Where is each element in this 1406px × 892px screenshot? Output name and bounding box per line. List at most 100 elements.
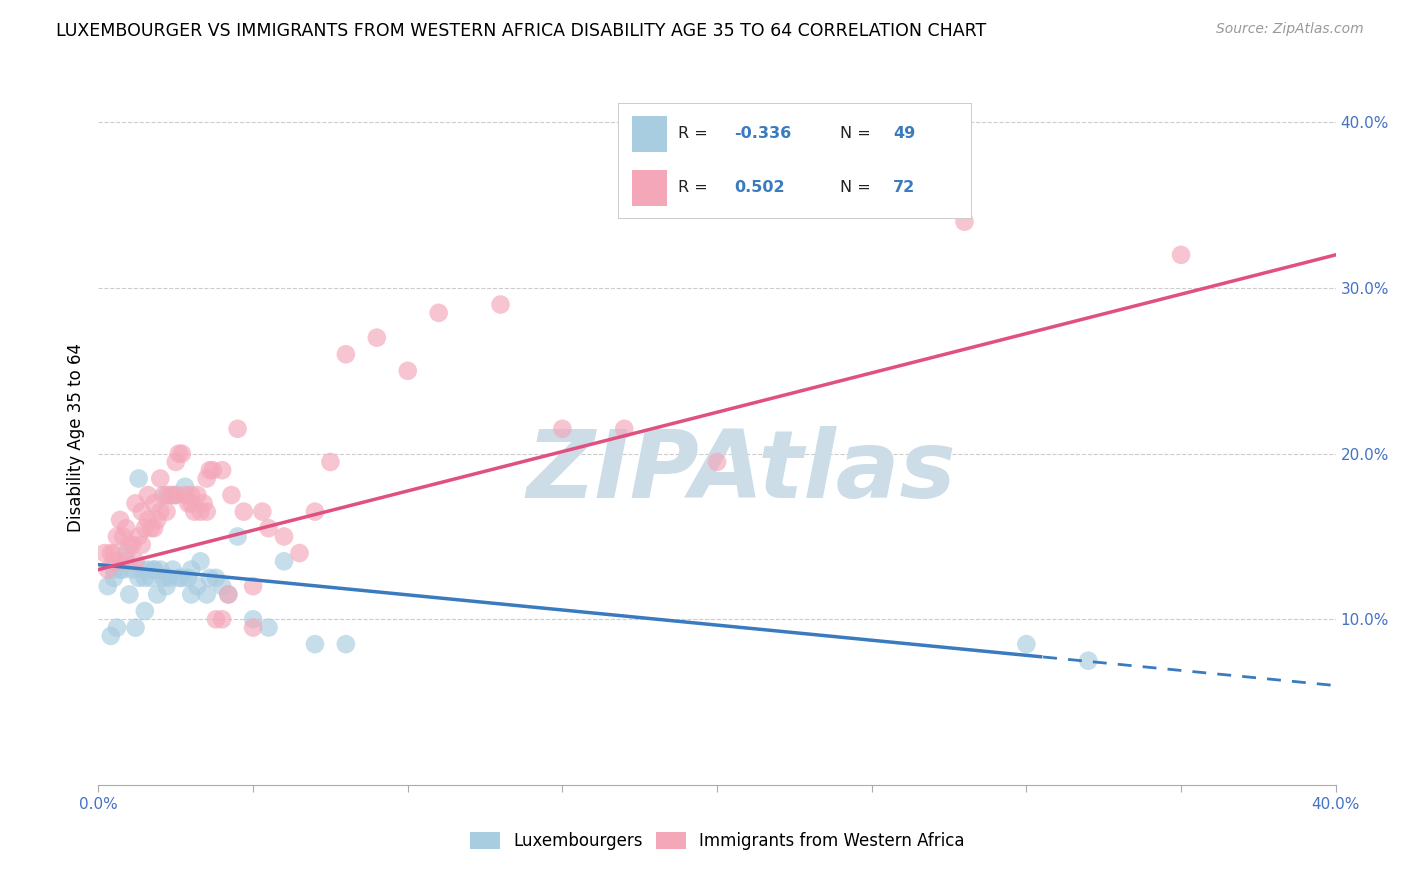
Point xyxy=(613,422,636,436)
Point xyxy=(108,563,131,577)
Point xyxy=(217,587,239,601)
Point xyxy=(226,529,249,543)
Point xyxy=(97,563,120,577)
Point xyxy=(100,546,122,560)
Point xyxy=(149,563,172,577)
Point xyxy=(155,488,177,502)
Point xyxy=(195,587,218,601)
Point xyxy=(167,571,190,585)
Legend: Luxembourgers, Immigrants from Western Africa: Luxembourgers, Immigrants from Western A… xyxy=(463,825,972,856)
Point xyxy=(128,529,150,543)
Point xyxy=(180,587,202,601)
Point xyxy=(226,422,249,436)
Point xyxy=(131,505,153,519)
Point xyxy=(103,571,125,585)
Point xyxy=(186,488,208,502)
Point xyxy=(427,306,450,320)
Point xyxy=(139,571,162,585)
Point xyxy=(124,621,146,635)
Point xyxy=(136,513,159,527)
Point xyxy=(97,579,120,593)
Point xyxy=(205,612,228,626)
Point xyxy=(1170,248,1192,262)
Point xyxy=(177,496,200,510)
Point xyxy=(170,571,193,585)
Point xyxy=(257,521,280,535)
Point xyxy=(105,621,128,635)
Point xyxy=(149,471,172,485)
Point xyxy=(115,521,138,535)
Point xyxy=(170,447,193,461)
Point xyxy=(304,637,326,651)
Point xyxy=(121,538,143,552)
Y-axis label: Disability Age 35 to 64: Disability Age 35 to 64 xyxy=(66,343,84,532)
Point xyxy=(217,587,239,601)
Point xyxy=(149,505,172,519)
Point xyxy=(134,604,156,618)
Point xyxy=(396,364,419,378)
Point xyxy=(706,455,728,469)
Point xyxy=(211,579,233,593)
Point xyxy=(335,347,357,361)
Point xyxy=(180,496,202,510)
Point xyxy=(155,505,177,519)
Point xyxy=(152,571,174,585)
Point xyxy=(366,331,388,345)
Point xyxy=(103,546,125,560)
Point xyxy=(105,529,128,543)
Point xyxy=(143,563,166,577)
Point xyxy=(1015,637,1038,651)
Point xyxy=(1077,654,1099,668)
Point xyxy=(180,488,202,502)
Point xyxy=(134,571,156,585)
Point xyxy=(136,488,159,502)
Text: Source: ZipAtlas.com: Source: ZipAtlas.com xyxy=(1216,22,1364,37)
Point xyxy=(221,488,243,502)
Point xyxy=(304,505,326,519)
Point xyxy=(115,546,138,560)
Point xyxy=(186,579,208,593)
Point xyxy=(198,463,221,477)
Point xyxy=(131,563,153,577)
Point xyxy=(134,521,156,535)
Point xyxy=(489,297,512,311)
Point xyxy=(131,538,153,552)
Point xyxy=(198,571,221,585)
Point xyxy=(177,571,200,585)
Point xyxy=(273,529,295,543)
Point xyxy=(273,554,295,568)
Point xyxy=(108,554,131,568)
Point xyxy=(257,621,280,635)
Point xyxy=(121,563,143,577)
Point xyxy=(242,612,264,626)
Point xyxy=(201,463,224,477)
Point xyxy=(159,488,181,502)
Point xyxy=(155,579,177,593)
Point xyxy=(551,422,574,436)
Point xyxy=(165,488,187,502)
Point xyxy=(195,471,218,485)
Point xyxy=(143,496,166,510)
Point xyxy=(211,463,233,477)
Point xyxy=(118,538,141,552)
Point xyxy=(335,637,357,651)
Point xyxy=(152,488,174,502)
Point xyxy=(190,554,212,568)
Point xyxy=(146,587,169,601)
Point xyxy=(136,563,159,577)
Point xyxy=(128,471,150,485)
Point xyxy=(288,546,311,560)
Point xyxy=(183,505,205,519)
Point xyxy=(165,488,187,502)
Point xyxy=(242,579,264,593)
Point xyxy=(211,612,233,626)
Point xyxy=(93,546,115,560)
Point xyxy=(174,488,197,502)
Point xyxy=(165,455,187,469)
Point xyxy=(108,513,131,527)
Point xyxy=(180,563,202,577)
Point xyxy=(162,563,184,577)
Point xyxy=(124,496,146,510)
Point xyxy=(103,563,125,577)
Point xyxy=(112,529,135,543)
